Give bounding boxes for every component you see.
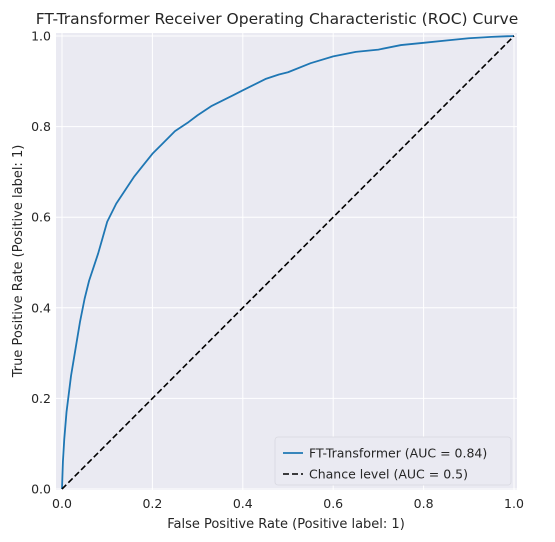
legend-box bbox=[274, 436, 512, 486]
x-tick-label: 0.2 bbox=[142, 496, 162, 511]
x-tick-label: 0.0 bbox=[52, 496, 72, 511]
legend: FT-Transformer (AUC = 0.84) Chance level… bbox=[274, 436, 512, 486]
x-axis-label: False Positive Rate (Positive label: 1) bbox=[167, 517, 405, 532]
plot-area bbox=[56, 33, 517, 490]
y-tick-label: 0.6 bbox=[31, 210, 51, 225]
y-tick-label: 0.0 bbox=[31, 482, 51, 497]
x-tick-label: 0.6 bbox=[323, 496, 343, 511]
y-tick-label: 0.4 bbox=[31, 300, 51, 315]
ft-transformer-roc-curve bbox=[61, 35, 515, 490]
chance-level-line bbox=[61, 35, 515, 490]
y-tick-label: 1.0 bbox=[31, 29, 51, 44]
chart-title: FT-Transformer Receiver Operating Charac… bbox=[36, 10, 518, 28]
legend-label-chance-level: Chance level (AUC = 0.5) bbox=[309, 467, 468, 482]
tick-labels: 0.0 0.2 0.4 0.6 0.8 1.0 0.0 0.2 0.4 0.6 0.8 1.0 bbox=[31, 29, 524, 512]
y-tick-label: 0.8 bbox=[31, 119, 51, 134]
x-tick-label: 0.8 bbox=[414, 496, 434, 511]
grid-lines bbox=[56, 33, 517, 490]
y-tick-label: 0.2 bbox=[31, 391, 51, 406]
y-axis-label: True Positive Rate (Positive label: 1) bbox=[11, 145, 26, 379]
x-tick-label: 0.4 bbox=[233, 496, 253, 511]
x-tick-label: 1.0 bbox=[504, 496, 524, 511]
series-layer bbox=[61, 35, 515, 490]
legend-label-ft-transformer: FT-Transformer (AUC = 0.84) bbox=[309, 446, 487, 461]
